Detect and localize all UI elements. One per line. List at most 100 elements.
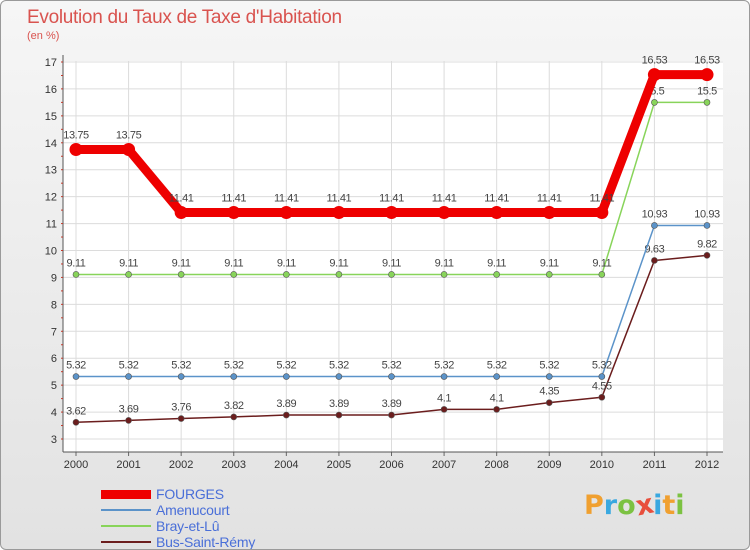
- legend-label-amenucourt: Amenucourt: [156, 502, 230, 518]
- x-tick-label: 2010: [590, 459, 614, 471]
- data-label-fourges: 11.41: [221, 193, 246, 205]
- data-label-fourges: 16.53: [642, 55, 668, 67]
- data-label-bray-et-l-: 9.11: [382, 257, 401, 269]
- legend-swatch-bray-et-lu: [101, 525, 151, 527]
- y-tick-label: 12: [45, 192, 57, 204]
- data-point-amenucourt: [125, 373, 132, 380]
- data-point-bray-et-l-: [598, 271, 606, 278]
- data-point-bray-et-l-: [545, 271, 553, 278]
- logo-letter: i: [653, 490, 663, 521]
- proxiti-logo: Proxiti: [584, 489, 685, 523]
- data-label-bus-saint-r-my: 4.1: [437, 392, 451, 404]
- x-tick-label: 2000: [64, 459, 88, 471]
- legend-swatch-fourges: [101, 489, 151, 499]
- data-label-bus-saint-r-my: 4.55: [592, 380, 612, 392]
- logo-letter: i: [675, 490, 685, 521]
- data-label-fourges: 11.41: [274, 193, 299, 205]
- data-label-amenucourt: 5.32: [276, 360, 296, 372]
- data-point-bray-et-l-: [440, 271, 448, 278]
- data-point-bray-et-l-: [651, 99, 658, 106]
- data-point-bus-saint-r-my: [545, 399, 553, 406]
- data-point-amenucourt: [545, 373, 553, 380]
- y-tick-label: 9: [51, 272, 57, 284]
- data-point-bus-saint-r-my: [703, 252, 711, 259]
- data-label-bus-saint-r-my: 9.63: [645, 243, 665, 255]
- logo-letter: P: [584, 490, 604, 521]
- y-tick-label: 3: [51, 434, 57, 446]
- data-label-bray-et-l-: 9.11: [172, 257, 191, 269]
- data-label-bray-et-l-: 9.11: [435, 257, 454, 269]
- data-label-amenucourt: 10.93: [694, 208, 720, 220]
- data-point-bus-saint-r-my: [440, 406, 448, 413]
- data-label-amenucourt: 5.32: [434, 360, 454, 372]
- data-label-bray-et-l-: 9.11: [540, 257, 559, 269]
- data-point-fourges: [332, 206, 346, 220]
- legend-swatch-bus-saint-remy: [101, 541, 151, 543]
- data-point-amenucourt: [493, 373, 500, 380]
- data-label-amenucourt: 10.93: [642, 208, 668, 220]
- legend-label-fourges: FOURGES: [156, 486, 224, 502]
- data-point-amenucourt: [388, 373, 395, 380]
- data-point-fourges: [279, 206, 293, 220]
- y-tick-label: 6: [51, 353, 57, 365]
- data-point-fourges: [174, 206, 188, 220]
- data-label-bray-et-l-: 9.11: [277, 257, 296, 269]
- data-point-fourges: [385, 206, 398, 220]
- data-point-bray-et-l-: [177, 271, 185, 278]
- data-label-bus-saint-r-my: 3.69: [119, 403, 139, 415]
- data-point-bus-saint-r-my: [388, 411, 395, 419]
- data-point-amenucourt: [230, 373, 238, 380]
- data-label-amenucourt: 5.32: [592, 360, 612, 372]
- x-tick-label: 2012: [695, 459, 719, 471]
- x-tick-label: 2004: [274, 459, 298, 471]
- data-point-bray-et-l-: [335, 271, 343, 278]
- plot-area: [63, 61, 723, 452]
- x-tick-label: 2006: [379, 459, 403, 471]
- y-tick-label: 13: [45, 165, 57, 177]
- data-point-fourges: [542, 206, 556, 220]
- data-label-fourges: 11.41: [432, 193, 457, 205]
- data-label-amenucourt: 5.32: [171, 360, 191, 372]
- x-tick-label: 2002: [169, 459, 193, 471]
- legend-swatch-amenucourt: [101, 509, 151, 511]
- y-tick-label: 11: [46, 219, 57, 231]
- data-label-amenucourt: 5.32: [119, 360, 139, 372]
- data-point-bus-saint-r-my: [177, 415, 185, 422]
- legend-label-bus-saint-remy: Bus-Saint-Rémy: [156, 534, 256, 550]
- data-label-bray-et-l-: 15.5: [697, 85, 717, 97]
- data-label-fourges: 11.41: [327, 193, 352, 205]
- data-point-fourges: [69, 143, 83, 157]
- data-point-fourges: [647, 68, 661, 82]
- data-point-fourges: [700, 68, 714, 82]
- data-point-fourges: [227, 206, 241, 220]
- data-label-fourges: 11.41: [589, 193, 614, 205]
- data-point-amenucourt: [283, 373, 290, 380]
- data-label-amenucourt: 5.32: [487, 360, 507, 372]
- data-point-bus-saint-r-my: [230, 413, 238, 421]
- data-point-amenucourt: [598, 373, 606, 380]
- x-tick-label: 2003: [222, 459, 246, 471]
- data-point-amenucourt: [72, 373, 80, 380]
- data-label-fourges: 13.75: [116, 130, 142, 142]
- data-point-bus-saint-r-my: [125, 417, 132, 424]
- data-point-bray-et-l-: [493, 271, 500, 278]
- data-label-bus-saint-r-my: 3.82: [224, 400, 244, 412]
- data-label-fourges: 11.41: [484, 193, 509, 205]
- data-point-bray-et-l-: [283, 271, 290, 278]
- data-label-bus-saint-r-my: 9.82: [697, 238, 717, 250]
- y-tick-label: 14: [45, 138, 57, 150]
- data-label-bus-saint-r-my: 4.35: [539, 386, 559, 398]
- data-point-fourges: [595, 206, 609, 220]
- data-label-bray-et-l-: 9.11: [224, 257, 243, 269]
- data-point-bray-et-l-: [388, 271, 395, 278]
- data-label-bus-saint-r-my: 4.1: [490, 392, 504, 404]
- data-point-bus-saint-r-my: [493, 406, 500, 413]
- data-label-bus-saint-r-my: 3.62: [66, 405, 86, 417]
- data-point-amenucourt: [335, 373, 343, 380]
- data-label-bray-et-l-: 9.11: [329, 257, 348, 269]
- y-tick-label: 4: [51, 407, 57, 419]
- y-tick-label: 16: [45, 84, 57, 96]
- x-tick-label: 2001: [116, 459, 140, 471]
- logo-letter: t: [662, 490, 676, 521]
